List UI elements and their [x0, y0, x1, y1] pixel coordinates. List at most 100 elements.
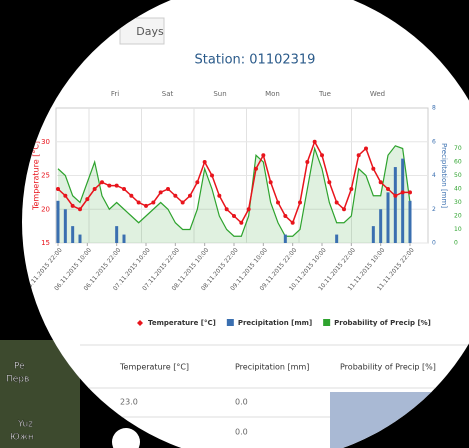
- temperature-point: [239, 221, 243, 225]
- y2-tick-label: 2: [432, 206, 436, 213]
- temperature-point: [166, 187, 170, 191]
- y3-tick-label: 10: [454, 226, 462, 233]
- legend-label: Temperature [°C]: [148, 319, 216, 327]
- table-cell: 23.0: [120, 398, 138, 407]
- overlay-panel: [330, 392, 469, 448]
- table-cell: 0.0: [235, 428, 248, 437]
- temperature-point: [342, 207, 346, 211]
- temperature-point: [225, 207, 229, 211]
- tab-label[interactable]: Days: [136, 25, 164, 38]
- temperature-point: [247, 207, 251, 211]
- precip-bar: [372, 226, 375, 243]
- y3-tick-label: 20: [454, 213, 462, 220]
- temperature-point: [291, 221, 295, 225]
- temperature-point: [100, 180, 104, 184]
- temperature-point: [85, 197, 89, 201]
- precip-bar: [57, 201, 60, 243]
- map-label: Перв: [6, 375, 29, 385]
- y3-tick-label: 0: [454, 240, 458, 247]
- temperature-point: [122, 187, 126, 191]
- precip-bar: [123, 235, 126, 243]
- y2-tick-label: 6: [432, 138, 436, 145]
- legend-label: Probability of Precip [%]: [334, 319, 431, 327]
- temperature-point: [393, 194, 397, 198]
- precip-bar: [79, 235, 82, 243]
- temperature-point: [283, 214, 287, 218]
- temperature-point: [327, 180, 331, 184]
- precip-bar: [71, 226, 74, 243]
- legend-symbol: [227, 319, 234, 326]
- y2-tick-label: 0: [432, 240, 436, 247]
- y-tick-label: 15: [41, 239, 50, 247]
- table-cell: 0.0: [235, 398, 248, 407]
- y3-tick-label: 70: [454, 145, 462, 152]
- y3-tick-label: 30: [454, 199, 462, 206]
- temperature-point: [115, 184, 119, 188]
- y-axis-label: Temperature [°C]: [32, 141, 41, 211]
- temperature-point: [137, 201, 141, 205]
- temperature-point: [93, 187, 97, 191]
- screen: PeПервYuzЮжн Days Station: 01102319 FriS…: [0, 0, 469, 448]
- temperature-point: [217, 194, 221, 198]
- temperature-point: [276, 201, 280, 205]
- temperature-point: [181, 201, 185, 205]
- temperature-point: [144, 204, 148, 208]
- temperature-point: [386, 187, 390, 191]
- temperature-point: [261, 153, 265, 157]
- y3-tick-label: 40: [454, 186, 462, 193]
- chart-title: Station: 01102319: [195, 53, 316, 68]
- temperature-point: [379, 180, 383, 184]
- precip-bar: [387, 192, 390, 243]
- temperature-point: [232, 214, 236, 218]
- temperature-point: [159, 190, 163, 194]
- precip-bar: [409, 201, 412, 243]
- y3-tick-label: 60: [454, 159, 462, 166]
- temperature-point: [401, 190, 405, 194]
- y-tick-label: 20: [41, 205, 50, 213]
- temperature-point: [71, 204, 75, 208]
- legend-symbol: [323, 319, 330, 326]
- precip-bar: [394, 167, 397, 243]
- temperature-point: [269, 180, 273, 184]
- map-label: Yuz: [17, 420, 33, 430]
- temperature-point: [357, 153, 361, 157]
- day-label: Sat: [162, 90, 174, 98]
- temperature-point: [107, 184, 111, 188]
- day-label: Tue: [318, 90, 331, 98]
- temperature-point: [56, 187, 60, 191]
- temperature-point: [254, 167, 258, 171]
- temperature-point: [298, 201, 302, 205]
- precip-bar: [379, 209, 382, 243]
- precip-bar: [335, 235, 338, 243]
- temperature-point: [173, 194, 177, 198]
- y2-tick-label: 4: [432, 172, 436, 179]
- temperature-point: [78, 207, 82, 211]
- temperature-point: [195, 180, 199, 184]
- temperature-point: [63, 194, 67, 198]
- legend-label: Precipitation [mm]: [238, 319, 312, 327]
- temperature-point: [210, 174, 214, 178]
- y2-tick-label: 8: [432, 105, 436, 112]
- temperature-point: [371, 167, 375, 171]
- table-header: Precipitation [mm]: [235, 363, 309, 372]
- temperature-point: [129, 194, 133, 198]
- temperature-point: [313, 140, 317, 144]
- table-header: Temperature [°C]: [119, 363, 189, 372]
- day-label: Wed: [370, 90, 385, 98]
- y-tick-label: 30: [41, 138, 50, 146]
- temperature-point: [320, 153, 324, 157]
- temperature-point: [364, 147, 368, 151]
- temperature-point: [349, 187, 353, 191]
- cursor-dot: [112, 428, 140, 448]
- temperature-point: [203, 160, 207, 164]
- y2-axis-label: Precipitation [mm]: [440, 143, 448, 208]
- day-label: Sun: [213, 90, 226, 98]
- precip-bar: [284, 235, 287, 243]
- table-header: Probability of Precip [%]: [340, 363, 436, 372]
- temperature-point: [335, 201, 339, 205]
- day-label: Mon: [265, 90, 280, 98]
- precip-bar: [401, 159, 404, 243]
- map-label: Pe: [14, 362, 25, 372]
- y3-tick-label: 50: [454, 172, 462, 179]
- day-label: Fri: [111, 90, 119, 98]
